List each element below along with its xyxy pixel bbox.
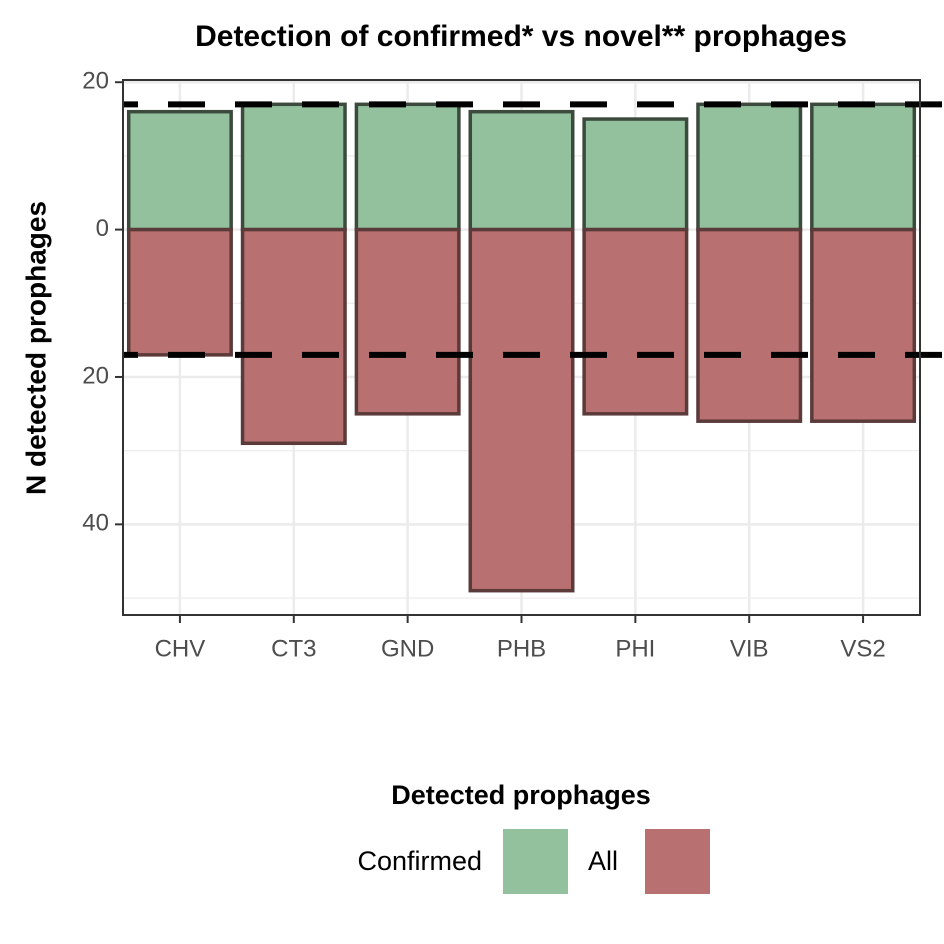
bar: [354, 102, 461, 232]
panel-border: [122, 79, 921, 616]
bar: [582, 117, 689, 232]
y-axis-label: N detected prophages: [20, 201, 51, 495]
bar: [126, 227, 233, 357]
x-tick-label: GND: [381, 635, 434, 662]
x-tick-label: PHB: [497, 635, 546, 662]
y-tick-label: 40: [82, 510, 109, 537]
bar: [354, 227, 461, 416]
y-tick-label: 20: [82, 362, 109, 389]
x-tick-label: CHV: [155, 635, 206, 662]
bar: [696, 227, 803, 423]
x-tick-label: PHI: [615, 635, 655, 662]
bar: [468, 109, 575, 232]
bar: [126, 109, 233, 232]
bar: [696, 102, 803, 232]
bar: [582, 227, 689, 416]
x-tick-label: VIB: [730, 635, 769, 662]
legend-key: [503, 829, 568, 894]
legend-label: All: [588, 846, 618, 876]
legend-key: [645, 829, 710, 894]
y-tick-label: 0: [96, 215, 109, 242]
bar: [468, 227, 575, 593]
bar: [810, 227, 917, 423]
bar: [810, 102, 917, 232]
y-tick-label: 20: [82, 68, 109, 95]
x-tick-label: CT3: [271, 635, 316, 662]
bar: [240, 102, 347, 232]
chart-title: Detection of confirmed* vs novel** proph…: [195, 20, 847, 53]
bar: [240, 227, 347, 446]
x-tick-label: VS2: [840, 635, 885, 662]
legend-label: Confirmed: [357, 846, 482, 876]
legend-title: Detected prophages: [391, 780, 651, 810]
